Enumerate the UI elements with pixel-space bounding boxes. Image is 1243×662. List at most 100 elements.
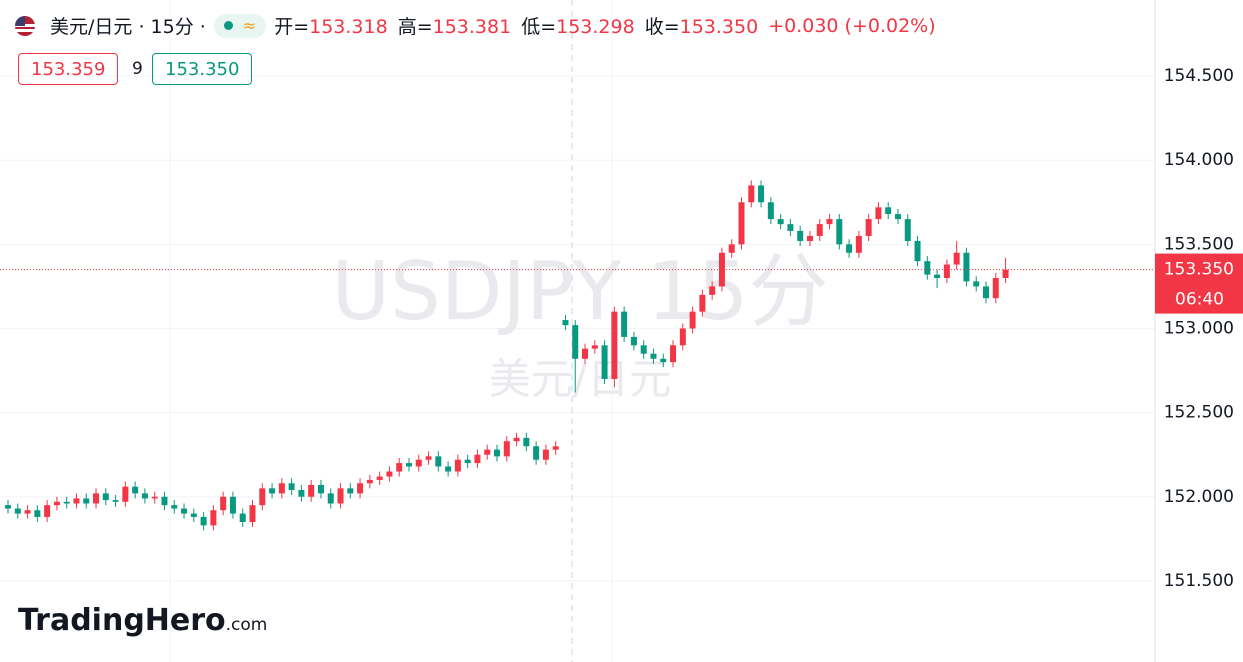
candle-body	[865, 219, 872, 236]
ohlc-value: 153.350	[679, 16, 759, 38]
candle-body	[327, 493, 334, 504]
logo-tld: .com	[226, 615, 268, 635]
candle-body	[767, 202, 774, 220]
candle-body	[983, 286, 989, 299]
ohlc-item: 高=153.381	[398, 12, 512, 39]
candle-body	[992, 277, 999, 299]
candle-body	[83, 498, 90, 504]
candle-body	[24, 510, 31, 514]
candle-body	[474, 454, 481, 464]
candle-body	[386, 471, 393, 477]
candle-body	[161, 496, 168, 506]
candle-body	[435, 456, 442, 467]
candle-body	[650, 353, 657, 359]
candle-body	[816, 224, 823, 236]
candle-body	[630, 336, 637, 346]
candle-body	[141, 493, 148, 499]
candle-body	[34, 510, 41, 517]
candle-body	[777, 219, 784, 225]
candle-body	[200, 516, 207, 526]
candle-body	[220, 496, 227, 511]
flag-icon	[15, 15, 35, 36]
y-tick-label: 154.000	[1164, 150, 1234, 170]
countdown-label: 06:40	[1175, 290, 1224, 310]
y-tick-label: 151.500	[1164, 571, 1234, 591]
candle-body	[102, 493, 109, 501]
candle-body	[973, 281, 980, 287]
candle-body	[904, 219, 911, 241]
y-axis: 151.500 152.000 152.500 153.000 153.500 154.0…	[1155, 66, 1243, 591]
ohlc-label: 高=	[397, 16, 433, 38]
candle-body	[151, 496, 158, 499]
candle-body	[190, 513, 197, 517]
candle-body	[366, 479, 373, 484]
spread: 9	[132, 59, 143, 79]
symbol[interactable]: 美元/日元 · 15分 ·	[50, 16, 206, 38]
candle-body	[709, 286, 716, 295]
candle-body	[53, 501, 60, 506]
ohlc-item: 收=153.350	[645, 12, 759, 39]
candle-body	[797, 230, 804, 241]
candle-body	[552, 446, 559, 450]
candle-body	[278, 483, 285, 494]
candle-body	[914, 240, 921, 262]
candle-body	[317, 484, 324, 494]
ohlc-value: 153.381	[432, 16, 512, 38]
y-tick-label: 152.500	[1164, 403, 1234, 423]
candle-body	[611, 311, 618, 379]
candle-body	[640, 345, 647, 354]
candles	[0, 180, 1155, 531]
candle-body	[738, 202, 745, 245]
candle-body	[298, 490, 305, 497]
candle-body	[582, 348, 589, 359]
candle-body	[63, 501, 70, 504]
candle-body	[503, 441, 510, 457]
candle-body	[181, 508, 188, 514]
candle-body	[464, 459, 471, 464]
candle-body	[93, 493, 100, 504]
candle-body	[748, 185, 755, 203]
candle-body	[855, 235, 862, 253]
last-price-box	[1155, 253, 1243, 314]
candle-body	[112, 500, 119, 502]
candle-body	[14, 508, 21, 514]
candle-body	[405, 463, 412, 467]
ohlc-item: 开=153.318	[274, 12, 388, 39]
candle-body	[660, 358, 667, 363]
legend-header: 美元/日元 · 15分 · ≈ 开=153.318 高=153.381 低=153.…	[14, 12, 936, 39]
candle-body	[836, 219, 843, 245]
candle-body	[689, 311, 696, 329]
ask-button[interactable]: 153.350	[152, 53, 253, 85]
candle-body	[308, 484, 315, 497]
ohlc-label: 收=	[644, 16, 680, 38]
candle-body	[44, 505, 51, 517]
candle-body	[347, 488, 354, 494]
last-price-label: 153.350	[1164, 260, 1234, 280]
bid-button[interactable]: 153.359	[18, 53, 119, 85]
y-tick-label: 153.000	[1164, 318, 1234, 338]
candle-body	[357, 483, 364, 494]
candle-body	[601, 345, 608, 379]
ohlc-item: 低=153.298	[521, 12, 635, 39]
candle-body	[572, 325, 579, 359]
candle-body	[621, 311, 628, 337]
grid	[0, 75, 1155, 582]
candle-body	[5, 505, 11, 509]
candle-body	[875, 207, 882, 220]
candle-body	[894, 214, 901, 220]
candle-body	[1002, 269, 1009, 278]
candle-body	[210, 510, 217, 526]
ohlc-values: 开=153.318 高=153.381 低=153.298 收=153.350	[274, 12, 758, 39]
candle-body	[73, 498, 80, 504]
candle-body	[132, 486, 139, 494]
logo: TradingHero.com	[18, 603, 267, 638]
candle-body	[484, 449, 491, 455]
status-badge[interactable]: ≈	[213, 13, 267, 38]
candle-body	[953, 252, 960, 265]
candle-body	[728, 244, 735, 253]
candle-body	[718, 252, 725, 287]
candle-body	[171, 505, 178, 509]
ohlc-value: 153.298	[556, 16, 635, 38]
